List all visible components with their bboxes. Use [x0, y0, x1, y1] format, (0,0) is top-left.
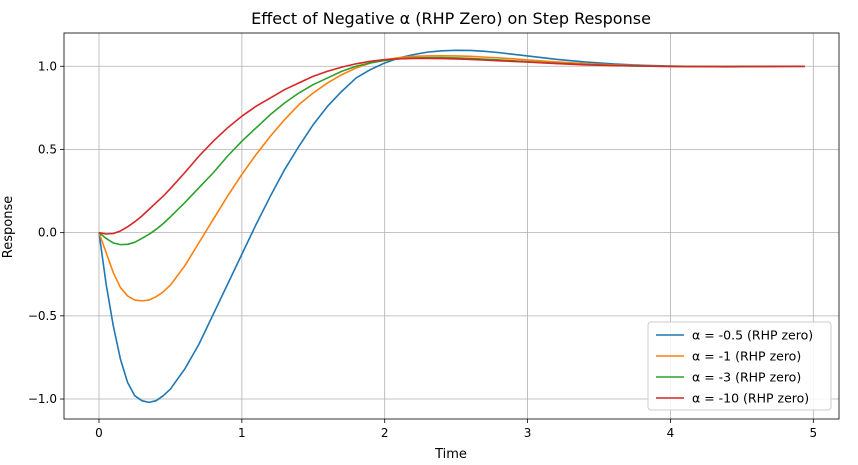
plot-frame [63, 32, 840, 420]
legend: α = -0.5 (RHP zero) α = -1 (RHP zero) α = … [647, 321, 832, 411]
y-tick-label: 0.0 [38, 226, 57, 240]
x-tick-label: 5 [809, 426, 817, 440]
y-axis-label: Response [1, 196, 16, 258]
x-tick-label: 4 [667, 426, 675, 440]
x-tick-label: 2 [381, 426, 389, 440]
series-lines [98, 49, 805, 404]
y-tick-label: −1.0 [28, 392, 57, 406]
y-tick-label: −0.5 [28, 309, 57, 323]
legend-label-1: α = -0.5 (RHP zero) [692, 328, 813, 343]
x-tick-label: 0 [95, 426, 103, 440]
legend-label-3: α = -3 (RHP zero) [692, 370, 801, 385]
x-tick-label: 1 [238, 426, 246, 440]
x-tick-label: 3 [524, 426, 532, 440]
series-line-1 [98, 49, 805, 404]
x-axis-label: Time [434, 447, 467, 462]
legend-box [647, 321, 832, 411]
y-tick-label: 1.0 [38, 59, 57, 73]
chart-title: Effect of Negative α (RHP Zero) on Step … [251, 9, 651, 28]
series-line-4 [98, 57, 805, 235]
legend-label-4: α = -10 (RHP zero) [692, 391, 809, 406]
legend-label-2: α = -1 (RHP zero) [692, 349, 801, 364]
axis-ticks: 0 1 2 3 4 5 −1.0 −0.5 0.0 0.5 1.0 [28, 59, 817, 440]
y-tick-label: 0.5 [38, 142, 57, 156]
